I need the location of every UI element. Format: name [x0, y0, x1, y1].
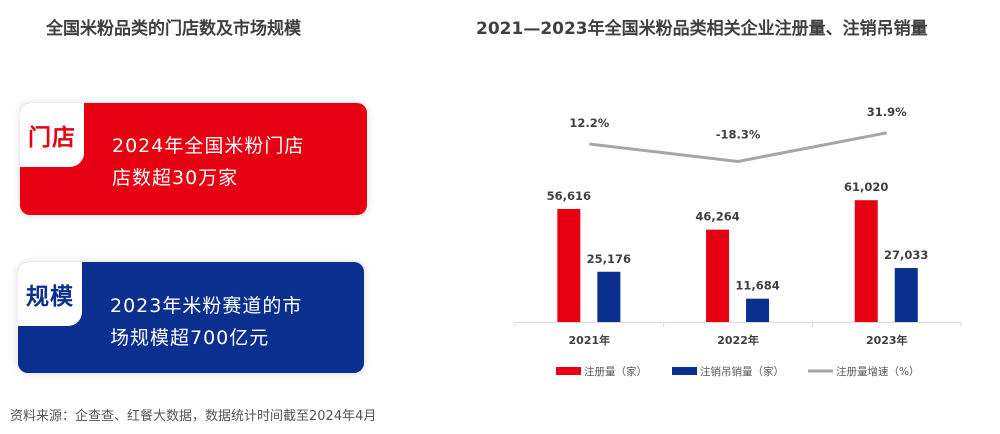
bar-register — [557, 209, 581, 322]
x-tick-label: 2021年 — [569, 333, 611, 347]
bar-data-label: 11,684 — [735, 279, 779, 293]
market-tag: 规模 — [18, 262, 82, 326]
bar-register — [706, 229, 730, 322]
bar-cancel — [746, 298, 770, 322]
legend-swatch — [556, 367, 581, 375]
legend-label: 注销吊销量（家） — [700, 365, 784, 378]
bar-cancel — [597, 271, 621, 322]
store-tag: 门店 — [20, 103, 84, 167]
bar-cancel — [894, 268, 918, 322]
source-note: 资料来源：企查查、红餐大数据，数据统计时间截至2024年4月 — [10, 409, 377, 424]
market-line1: 2023年米粉赛道的市 — [110, 295, 303, 317]
line-data-label: -18.3% — [716, 127, 761, 141]
bar-register — [854, 200, 878, 322]
legend-swatch — [672, 367, 697, 375]
growth-line — [589, 131, 888, 163]
market-line2: 场规模超700亿元 — [110, 327, 270, 349]
store-line1: 2024年全国米粉门店 — [112, 135, 305, 157]
store-card: 门店 2024年全国米粉门店 店数超30万家 — [20, 103, 367, 215]
left-title: 全国米粉品类的门店数及市场规模 — [46, 19, 301, 39]
bar-data-label: 27,033 — [884, 248, 928, 262]
bar-data-label: 56,616 — [547, 189, 591, 203]
x-tick-label: 2022年 — [717, 333, 759, 347]
chart-title: 2021—2023年全国米粉品类相关企业注册量、注销吊销量 — [476, 19, 928, 39]
market-card: 规模 2023年米粉赛道的市 场规模超700亿元 — [18, 262, 364, 373]
legend-label: 注册量（家） — [584, 365, 647, 378]
bar-data-label: 61,020 — [844, 180, 888, 194]
bar-data-label: 25,176 — [587, 252, 631, 266]
legend-label: 注册量增速（%） — [836, 365, 919, 378]
bar-data-label: 46,264 — [695, 210, 739, 224]
x-tick-label: 2023年 — [866, 333, 908, 347]
line-data-label: 12.2% — [569, 116, 609, 130]
store-line2: 店数超30万家 — [112, 167, 239, 189]
line-data-label: 31.9% — [867, 105, 907, 119]
